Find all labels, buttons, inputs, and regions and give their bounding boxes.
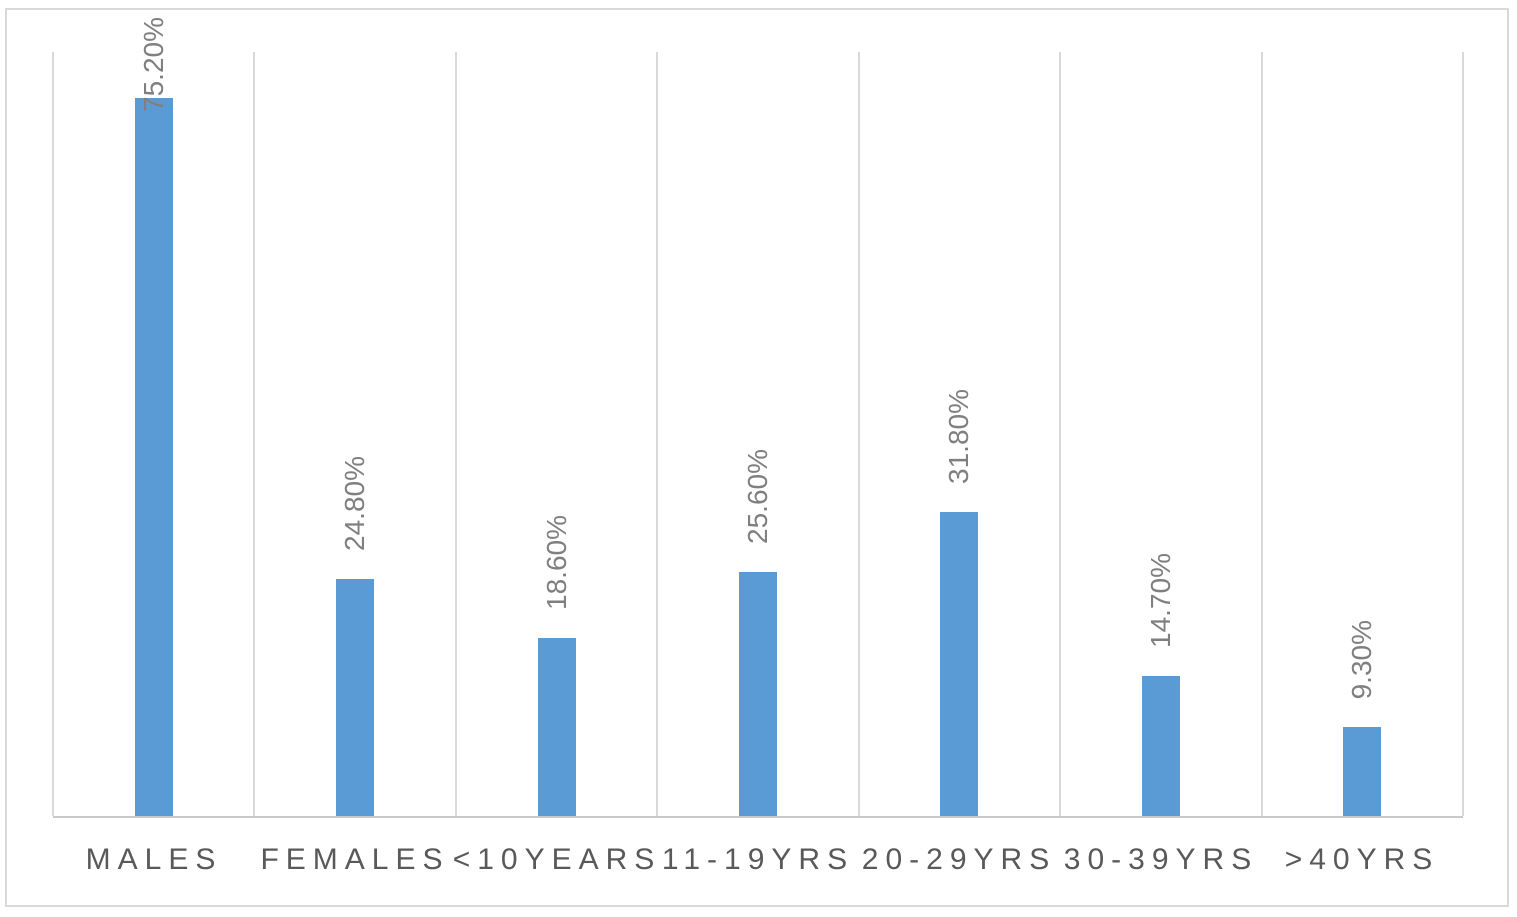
x-axis-label: 30-39YRS — [1063, 843, 1259, 876]
gridline — [52, 52, 54, 816]
chart-figure: 75.20% MALES 24.80% FEMALES 18.60% <10YEARS 25… — [5, 8, 1509, 907]
x-axis-label: FEMALES — [260, 843, 450, 876]
bar — [739, 572, 777, 816]
x-axis-label: MALES — [85, 843, 223, 876]
x-axis-label: 20-29YRS — [861, 843, 1057, 876]
bar — [336, 579, 374, 816]
bar-value-label: 9.30% — [1346, 620, 1377, 700]
bar-value-label: 14.70% — [1145, 553, 1176, 648]
bar — [538, 638, 576, 816]
bar-value-label: 75.20% — [138, 17, 169, 112]
gridline — [1260, 52, 1263, 816]
gridline — [454, 52, 457, 816]
bar — [1343, 727, 1381, 816]
x-axis-line — [53, 816, 1463, 818]
x-axis-label: 11-19YRS — [661, 843, 855, 876]
bar-value-label: 18.60% — [541, 515, 572, 610]
gridline — [253, 52, 256, 816]
gridline — [857, 52, 860, 816]
x-axis-label: >40YRS — [1284, 843, 1440, 876]
bar — [940, 512, 978, 816]
x-axis-label: <10YEARS — [452, 843, 662, 876]
bar-value-label: 24.80% — [339, 456, 370, 551]
gridline — [656, 52, 659, 816]
bar — [135, 98, 173, 816]
gridline — [1059, 52, 1062, 816]
bar-value-label: 25.60% — [742, 449, 773, 544]
bar — [1142, 676, 1180, 816]
bar-value-label: 31.80% — [943, 389, 974, 484]
gridline — [1462, 52, 1464, 816]
